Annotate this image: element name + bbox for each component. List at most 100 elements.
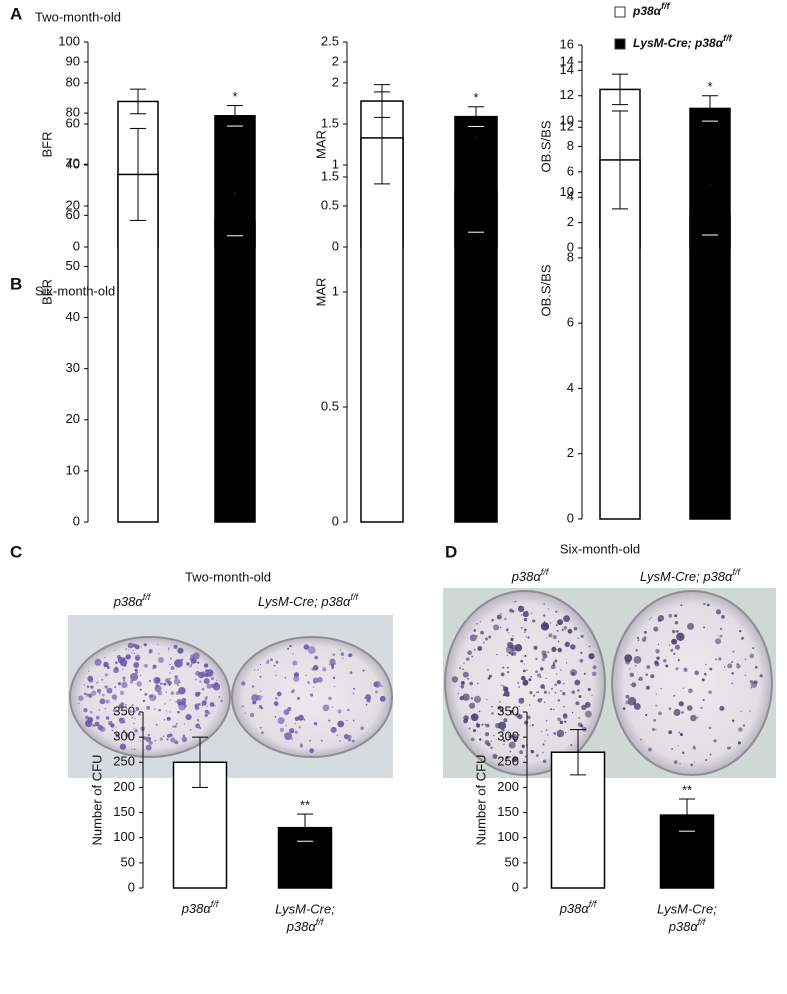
colony bbox=[195, 678, 197, 681]
x-tick-label: p38αf/f bbox=[668, 917, 707, 934]
colony bbox=[529, 690, 533, 695]
colony bbox=[275, 674, 277, 677]
colony bbox=[512, 635, 514, 637]
colony bbox=[114, 649, 116, 652]
colony bbox=[531, 724, 534, 727]
colony bbox=[129, 710, 133, 713]
colony bbox=[565, 731, 567, 734]
colony bbox=[715, 658, 718, 661]
colony bbox=[677, 659, 680, 662]
colony bbox=[524, 628, 527, 631]
colony bbox=[131, 748, 133, 750]
y-tick-label: 200 bbox=[113, 779, 135, 794]
colony bbox=[500, 708, 504, 712]
colony bbox=[97, 681, 99, 683]
colony bbox=[183, 704, 188, 708]
colony bbox=[340, 652, 345, 656]
colony bbox=[506, 671, 510, 674]
colony bbox=[153, 708, 156, 710]
colony bbox=[526, 669, 528, 671]
colony bbox=[201, 700, 207, 706]
colony bbox=[122, 676, 126, 680]
colony bbox=[312, 686, 315, 688]
colony bbox=[105, 699, 110, 704]
panel-letter: B bbox=[10, 274, 22, 293]
colony bbox=[505, 760, 508, 763]
colony bbox=[169, 672, 172, 674]
colony bbox=[205, 696, 208, 699]
colony bbox=[104, 663, 107, 665]
colony bbox=[652, 728, 655, 731]
colony bbox=[122, 679, 126, 682]
colony bbox=[178, 686, 186, 695]
colony bbox=[657, 618, 662, 622]
colony bbox=[170, 691, 175, 695]
colony bbox=[479, 738, 482, 741]
colony bbox=[503, 743, 505, 745]
colony bbox=[177, 710, 180, 714]
colony bbox=[532, 619, 536, 623]
colony bbox=[142, 699, 146, 703]
colony bbox=[140, 740, 142, 742]
colony bbox=[119, 658, 128, 667]
colony bbox=[158, 652, 160, 655]
colony bbox=[535, 670, 539, 674]
colony bbox=[674, 760, 678, 764]
colony bbox=[218, 696, 220, 698]
y-tick-label: 250 bbox=[113, 754, 135, 769]
colony bbox=[719, 705, 725, 711]
colony bbox=[273, 701, 279, 706]
colony bbox=[521, 697, 524, 701]
colony bbox=[548, 633, 553, 638]
colony bbox=[289, 644, 292, 648]
colony bbox=[485, 723, 490, 728]
colony bbox=[708, 726, 712, 730]
error-bar bbox=[679, 798, 695, 832]
colony bbox=[549, 708, 553, 711]
colony bbox=[740, 710, 742, 713]
colony bbox=[139, 688, 142, 691]
colony bbox=[135, 671, 138, 675]
colony bbox=[145, 744, 152, 751]
colony bbox=[196, 661, 200, 664]
colony bbox=[277, 717, 285, 725]
colony bbox=[167, 647, 170, 650]
colony bbox=[134, 717, 136, 720]
colony bbox=[721, 614, 725, 619]
y-tick-label: 50 bbox=[66, 258, 80, 273]
colony bbox=[262, 695, 264, 698]
colony bbox=[570, 644, 576, 650]
colony bbox=[259, 726, 262, 729]
colony bbox=[648, 747, 652, 752]
colony bbox=[555, 624, 558, 627]
colony bbox=[555, 673, 558, 675]
significance-marker: * bbox=[232, 89, 237, 104]
colony bbox=[505, 756, 509, 759]
colony bbox=[173, 644, 178, 649]
colony bbox=[476, 623, 479, 625]
colony bbox=[170, 666, 175, 670]
colony bbox=[195, 723, 201, 729]
colony bbox=[175, 700, 177, 703]
colony bbox=[283, 733, 286, 736]
colony bbox=[545, 637, 548, 639]
y-axis-label: MAR bbox=[313, 130, 328, 159]
y-tick-label: 4 bbox=[567, 380, 574, 395]
colony bbox=[541, 698, 543, 700]
colony bbox=[653, 718, 657, 722]
error-bar bbox=[192, 736, 208, 788]
colony bbox=[591, 694, 593, 696]
colony bbox=[676, 632, 685, 641]
y-tick-label: 12 bbox=[560, 87, 574, 102]
colony bbox=[190, 654, 195, 659]
colony bbox=[737, 741, 741, 745]
colony bbox=[542, 751, 544, 754]
colony bbox=[139, 674, 142, 677]
colony bbox=[166, 733, 171, 738]
culture-dish bbox=[231, 636, 393, 758]
culture-dish bbox=[611, 590, 773, 776]
colony bbox=[123, 721, 126, 724]
colony bbox=[470, 697, 473, 700]
colony bbox=[509, 750, 512, 753]
colony bbox=[484, 637, 488, 641]
